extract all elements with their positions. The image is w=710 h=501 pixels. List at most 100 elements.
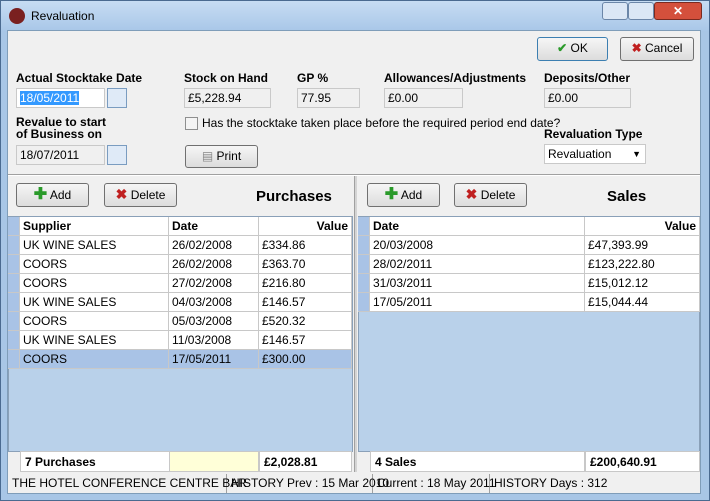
status-segment: HISTORY Days : 312	[494, 476, 608, 490]
footer-blank	[169, 451, 259, 472]
add-label: Add	[49, 188, 72, 202]
grid-cell[interactable]: £146.57	[259, 331, 352, 350]
print-button[interactable]: ▤ Print	[185, 145, 258, 168]
grid-cell[interactable]: COORS	[20, 255, 169, 274]
grid-cell[interactable]: £216.80	[259, 274, 352, 293]
field-label: GP %	[297, 71, 329, 85]
footer-total: £2,028.81	[259, 451, 352, 472]
print-label: Print	[216, 149, 242, 163]
grid-cell[interactable]: 20/03/2008	[370, 236, 585, 255]
grid-cell[interactable]: £15,012.12	[585, 274, 700, 293]
grid-cell[interactable]: £334.86	[259, 236, 352, 255]
field-label: Stock on Hand	[184, 71, 269, 85]
checkbox-label: Has the stocktake taken place before the…	[202, 116, 561, 130]
grid-cell[interactable]: UK WINE SALES	[20, 331, 169, 350]
footer-total: £200,640.91	[585, 451, 700, 472]
footer-count: 4 Sales	[370, 451, 585, 472]
field-label: Deposits/Other	[544, 71, 631, 85]
row-selector	[358, 217, 370, 236]
delete-button[interactable]: ✖ Delete	[104, 183, 177, 207]
grid-cell[interactable]: COORS	[20, 312, 169, 331]
calendar-button[interactable]	[107, 145, 127, 165]
field-label: of Business on	[16, 127, 103, 141]
grid-cell[interactable]: 28/02/2011	[370, 255, 585, 274]
column-header: Value	[259, 217, 352, 236]
delete-label: Delete	[130, 188, 166, 202]
row-selector	[8, 293, 20, 312]
row-selector	[8, 217, 20, 236]
grid-cell[interactable]: £123,222.80	[585, 255, 700, 274]
panel-title: Purchases	[256, 188, 332, 205]
calendar-button[interactable]	[107, 88, 127, 108]
row-selector	[358, 274, 370, 293]
grid-cell[interactable]: 11/03/2008	[169, 331, 259, 350]
row-selector	[8, 350, 20, 369]
row-selector	[358, 236, 370, 255]
date-input[interactable]: 18/07/2011	[16, 145, 105, 165]
title-bar: Revaluation ✕	[1, 1, 709, 31]
panel-title: Sales	[607, 188, 647, 205]
row-selector	[358, 293, 370, 312]
grid-cell[interactable]: £363.70	[259, 255, 352, 274]
cancel-label: Cancel	[645, 41, 683, 55]
column-header: Date	[370, 217, 585, 236]
grid-cell[interactable]: COORS	[20, 350, 169, 369]
splitter	[354, 176, 357, 472]
add-button[interactable]: ✚ Add	[16, 183, 89, 207]
status-segment: HISTORY Prev : 15 Mar 2010	[227, 474, 389, 493]
grid-cell[interactable]: UK WINE SALES	[20, 236, 169, 255]
field-value: 18/05/2011	[20, 91, 80, 105]
grid-cell[interactable]: COORS	[20, 274, 169, 293]
field-label: Revaluation Type	[544, 127, 643, 141]
delete-button[interactable]: ✖ Delete	[454, 183, 527, 207]
select[interactable]: Revaluation ▼	[544, 144, 646, 164]
field-label: Revalue to start	[16, 115, 107, 129]
column-header: Date	[169, 217, 259, 236]
checkbox[interactable]	[185, 117, 198, 130]
row-selector	[8, 331, 20, 350]
ok-label: OK	[570, 41, 588, 55]
app-icon	[9, 8, 25, 24]
add-button[interactable]: ✚ Add	[367, 183, 440, 207]
field-value: £0.00	[544, 88, 631, 108]
window-title: Revaluation	[31, 9, 95, 23]
status-segment: Current : 18 May 2011	[373, 474, 496, 493]
ok-button[interactable]: ✔ OK	[537, 37, 608, 61]
column-header: Supplier	[20, 217, 169, 236]
grid-cell[interactable]: £15,044.44	[585, 293, 700, 312]
minimize-button[interactable]	[602, 2, 628, 20]
date-input[interactable]: 18/05/2011	[16, 88, 105, 108]
row-selector	[8, 312, 20, 331]
row-selector	[8, 274, 20, 293]
cancel-button[interactable]: ✖ Cancel	[620, 37, 694, 61]
column-header: Value	[585, 217, 700, 236]
row-selector	[358, 255, 370, 274]
maximize-button[interactable]	[628, 2, 654, 20]
grid-cell[interactable]: 04/03/2008	[169, 293, 259, 312]
grid-cell[interactable]: 27/02/2008	[169, 274, 259, 293]
row-selector	[8, 255, 20, 274]
grid-cell[interactable]: £300.00	[259, 350, 352, 369]
add-label: Add	[400, 188, 423, 202]
grid-cell[interactable]: £520.32	[259, 312, 352, 331]
grid-cell[interactable]: 26/02/2008	[169, 255, 259, 274]
row-selector	[8, 236, 20, 255]
field-label: Allowances/Adjustments	[384, 71, 527, 85]
grid-cell[interactable]: 17/05/2011	[370, 293, 585, 312]
field-label: Actual Stocktake Date	[16, 71, 143, 85]
grid-cell[interactable]: 26/02/2008	[169, 236, 259, 255]
delete-label: Delete	[480, 188, 516, 202]
grid-cell[interactable]: UK WINE SALES	[20, 293, 169, 312]
grid-cell[interactable]: £146.57	[259, 293, 352, 312]
grid-cell[interactable]: 17/05/2011	[169, 350, 259, 369]
field-value: Revaluation	[548, 147, 612, 161]
grid-cell[interactable]: 05/03/2008	[169, 312, 259, 331]
grid-cell[interactable]: £47,393.99	[585, 236, 700, 255]
field-value: £0.00	[384, 88, 463, 108]
close-button[interactable]: ✕	[654, 2, 702, 20]
field-value: 77.95	[297, 88, 360, 108]
grid-cell[interactable]: 31/03/2011	[370, 274, 585, 293]
status-segment: THE HOTEL CONFERENCE CENTRE BAR	[8, 474, 247, 493]
separator	[8, 174, 700, 176]
